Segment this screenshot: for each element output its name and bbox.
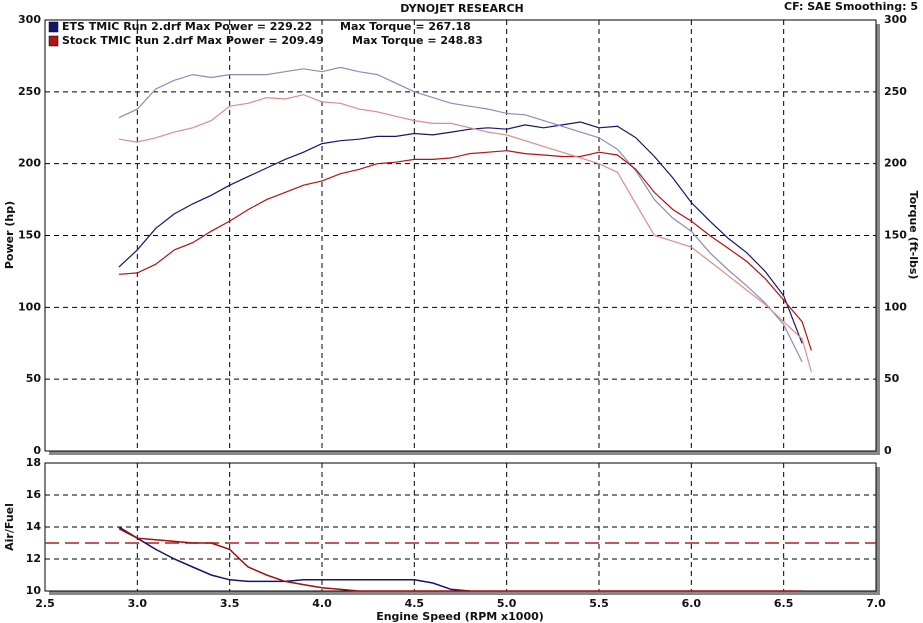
- series-line: [118, 94, 812, 373]
- legend-label: ETS TMIC Run 2.drf Max Power = 229.22: [62, 20, 312, 33]
- y-tick-label: 250: [18, 85, 41, 98]
- legend-swatch: [48, 35, 59, 47]
- y-axis-label: Power (hp): [3, 201, 16, 269]
- x-tick-label: 6.5: [774, 597, 794, 610]
- y-axis-label: Air/Fuel: [3, 503, 16, 551]
- y-tick-label: 16: [26, 488, 42, 501]
- x-tick-label: 7.0: [866, 597, 886, 610]
- y2-tick-label: 50: [884, 372, 900, 385]
- x-tick-label: 6.0: [682, 597, 702, 610]
- y2-tick-label: 200: [884, 157, 907, 170]
- series-line: [118, 526, 470, 592]
- y-tick-label: 10: [26, 584, 42, 597]
- y-tick-label: 18: [26, 456, 41, 469]
- legend-swatch: [48, 21, 59, 33]
- chart-title: DYNOJET RESEARCH: [400, 2, 523, 15]
- x-tick-label: 5.0: [497, 597, 517, 610]
- x-tick-label: 4.5: [405, 597, 425, 610]
- y2-axis-label: Torque (ft-lbs): [907, 191, 920, 280]
- y-tick-label: 200: [18, 157, 41, 170]
- y2-tick-label: 250: [884, 85, 907, 98]
- y-tick-label: 12: [26, 552, 41, 565]
- y-tick-label: 0: [33, 444, 41, 457]
- x-tick-label: 3.0: [128, 597, 148, 610]
- series-line: [118, 150, 812, 351]
- x-tick-label: 4.0: [312, 597, 332, 610]
- x-tick-label: 2.5: [35, 597, 55, 610]
- legend-label: Stock TMIC Run 2.drf Max Power = 209.49: [62, 34, 324, 47]
- y-tick-label: 300: [18, 13, 41, 26]
- y2-tick-label: 0: [884, 444, 892, 457]
- y-tick-label: 50: [26, 372, 42, 385]
- series-line: [118, 66, 803, 363]
- y-tick-label: 14: [26, 520, 42, 533]
- legend-label: Max Torque = 248.83: [352, 34, 483, 47]
- x-tick-label: 3.5: [220, 597, 240, 610]
- y-tick-label: 100: [18, 300, 41, 313]
- legend-label: Max Torque = 267.18: [340, 20, 471, 33]
- series-line: [118, 121, 803, 344]
- x-axis-label: Engine Speed (RPM x1000): [376, 610, 544, 623]
- annotation: CF: SAE Smoothing: 5: [784, 0, 918, 13]
- y2-tick-label: 100: [884, 300, 907, 313]
- x-tick-label: 5.5: [589, 597, 609, 610]
- y-tick-label: 150: [18, 229, 41, 242]
- y2-tick-label: 150: [884, 229, 907, 242]
- y2-tick-label: 300: [884, 13, 907, 26]
- series-line: [118, 527, 803, 592]
